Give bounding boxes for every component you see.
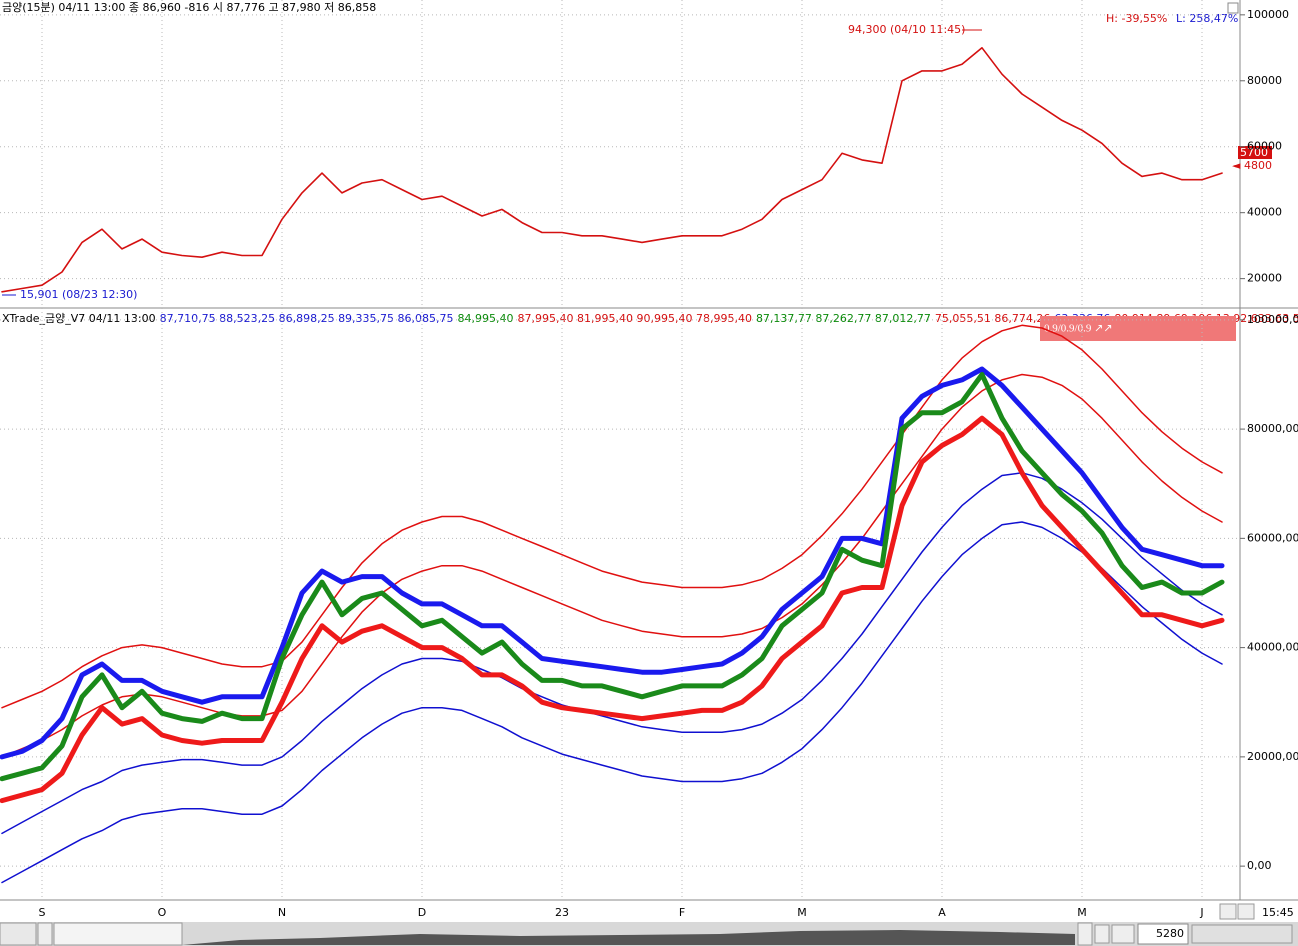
page-back[interactable] — [1111, 924, 1135, 944]
x-tick-label: M — [797, 906, 807, 919]
scroll-left[interactable] — [37, 922, 53, 946]
menu-button[interactable] — [0, 922, 37, 946]
x-tick-label: O — [158, 906, 167, 919]
draw-tool[interactable] — [1219, 903, 1237, 920]
y-tick-label: 20000 — [1247, 272, 1282, 285]
x-tick-label: D — [418, 906, 426, 919]
high-pct: H: -39,55% — [1106, 12, 1167, 25]
maximize-button[interactable] — [1227, 2, 1239, 14]
scroll-thumb[interactable] — [53, 922, 183, 946]
x-tick-label: N — [278, 906, 286, 919]
signal-badge: 0.9/0.9/0.9 ↗↗ — [1044, 323, 1113, 335]
x-tick-label: A — [938, 906, 946, 919]
low-annotation: 15,901 (08/23 12:30) — [20, 288, 137, 301]
y-tick-label: 80000 — [1247, 74, 1282, 87]
overview-silhouette — [182, 930, 1075, 945]
x-tick-label: M — [1077, 906, 1087, 919]
y-tick-label: 40000,00 — [1247, 641, 1298, 654]
price-header: 금양(15분) 04/11 13:00 종 86,960 -816 시 87,7… — [2, 1, 376, 14]
low-pct: L: 258,47% — [1176, 12, 1238, 25]
last-price-label: 5700 — [1240, 146, 1268, 159]
series-line — [1, 521, 1223, 884]
x-tick-label: F — [679, 906, 685, 919]
series-line — [1, 324, 1223, 709]
series-line — [1, 472, 1223, 835]
header-token: 84,995,40 — [458, 312, 514, 325]
x-tick-label: S — [39, 906, 46, 919]
series-line — [1, 47, 1223, 293]
count-value: 5280 — [1156, 927, 1184, 940]
y-tick-label: 100000,00 — [1247, 313, 1298, 326]
header-token: XTrade_금양_V7 04/11 13:00 — [2, 312, 156, 325]
y-tick-label: 0,00 — [1247, 859, 1272, 872]
y-tick-label: 80000,00 — [1247, 422, 1298, 435]
series-line — [1, 373, 1223, 758]
y-tick-label: 60000,00 — [1247, 531, 1298, 544]
header-token: 87,995,40 81,995,40 90,995,40 78,995,40 — [518, 312, 752, 325]
series-line — [0, 366, 1225, 760]
y-tick-label: 20000,00 — [1247, 750, 1298, 763]
header-token: 87,137,77 87,262,77 87,012,77 — [756, 312, 931, 325]
last-price-box — [1238, 146, 1272, 159]
series-line — [0, 372, 1225, 782]
search-tool[interactable] — [1237, 903, 1255, 920]
high-annotation: 94,300 (04/10 11:45) — [848, 23, 965, 36]
series-line — [0, 415, 1225, 804]
y-tick-label: 40000 — [1247, 206, 1282, 219]
last-marker-label: 4800 — [1244, 159, 1272, 172]
header-token: 75,055,51 86,774,26 — [935, 312, 1050, 325]
zoom-controls[interactable] — [1191, 924, 1293, 944]
scroll-right[interactable] — [1077, 922, 1093, 946]
x-tick-label: J — [1199, 906, 1203, 919]
y-tick-label: 100000 — [1247, 8, 1289, 21]
step-back[interactable] — [1094, 924, 1110, 944]
header-token: 87,710,75 88,523,25 86,898,25 89,335,75 … — [160, 312, 454, 325]
y-tick-label: 60000 — [1247, 140, 1282, 153]
x-tick-label: 23 — [555, 906, 569, 919]
count-input[interactable] — [1137, 923, 1189, 945]
clock: 15:45 — [1262, 906, 1294, 919]
scrollbar: 5280 15:45 — [0, 903, 1298, 946]
last-marker-arrow: ◄ — [1232, 159, 1241, 172]
